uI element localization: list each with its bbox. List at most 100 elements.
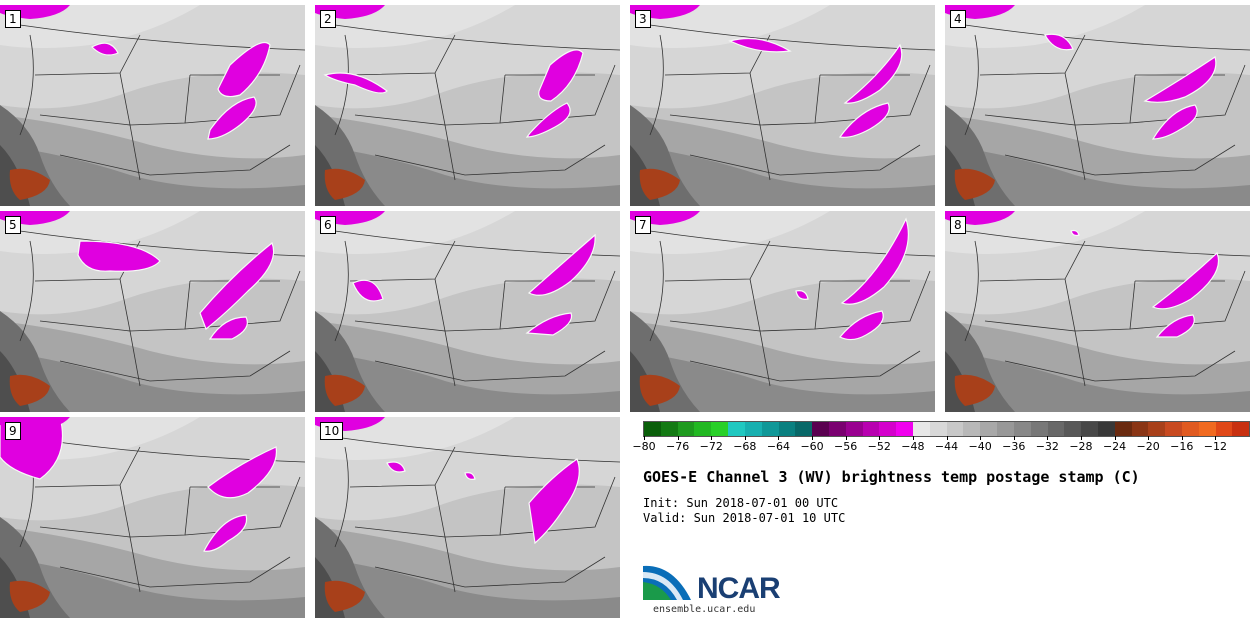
colorbar-segment: [946, 422, 964, 436]
colorbar-segment: [879, 422, 897, 436]
colorbar-tick-label: −44: [934, 440, 959, 453]
panel-label: 5: [5, 216, 21, 234]
colorbar-ticks: −80 −76 −72 −68 −64 −60 −56 −52 −48 −44 −40 −36 −32−…: [632, 436, 1248, 462]
map-panel-8: 8: [945, 211, 1250, 412]
map-graphic: [0, 417, 305, 618]
colorbar-segment: [644, 422, 661, 436]
map-panel-10: 10: [315, 417, 620, 618]
map-panel-2: 2: [315, 5, 620, 206]
colorbar-segment: [963, 422, 981, 436]
colorbar-segment: [1182, 422, 1199, 436]
map-graphic: [630, 211, 935, 412]
colorbar-tick-label: −68: [733, 440, 757, 453]
valid-time: Valid: Sun 2018-07-01 10 UTC: [643, 511, 846, 525]
map-panel-3: 3: [630, 5, 935, 206]
map-graphic: [945, 5, 1250, 206]
colorbar-segment: [980, 422, 998, 436]
panel-label: 1: [5, 10, 21, 28]
panel-label: 8: [950, 216, 966, 234]
colorbar-segment: [744, 422, 762, 436]
map-panel-9: 9: [0, 417, 305, 618]
colorbar-tick-label: −40: [968, 440, 992, 453]
colorbar-segment: [929, 422, 947, 436]
map-panel-1: 1: [0, 5, 305, 206]
colorbar-tick-label: −20: [1136, 440, 1160, 453]
colorbar-segment: [660, 422, 678, 436]
colorbar-tick: [1215, 436, 1217, 440]
panel-label: 2: [320, 10, 336, 28]
colorbar-segment: [913, 422, 930, 436]
colorbar-tick: [946, 436, 948, 440]
colorbar-tick: [744, 436, 746, 440]
panel-label: 4: [950, 10, 966, 28]
map-panel-7: 7: [630, 211, 935, 412]
colorbar-tick: [1013, 436, 1015, 440]
colorbar-segment: [997, 422, 1014, 436]
colorbar-segment: [677, 422, 695, 436]
colorbar-tick-label: −32: [1035, 440, 1059, 453]
colorbar-tick: [879, 436, 881, 440]
panel-label: 7: [635, 216, 651, 234]
colorbar-segment: [1165, 422, 1182, 436]
colorbar-segment: [1114, 422, 1132, 436]
colorbar-tick: [1080, 436, 1082, 440]
map-panel-4: 4: [945, 5, 1250, 206]
colorbar-tick-label: −72: [699, 440, 723, 453]
colorbar-segment: [812, 422, 829, 436]
logo-text: NCAR: [697, 572, 781, 605]
colorbar-tick-label: −76: [666, 440, 690, 453]
panel-label: 6: [320, 216, 336, 234]
colorbar-tick: [778, 436, 780, 440]
colorbar-segment: [845, 422, 863, 436]
colorbar-tick-label: −36: [1002, 440, 1026, 453]
colorbar-tick: [1181, 436, 1183, 440]
map-graphic: [315, 5, 620, 206]
init-time: Init: Sun 2018-07-01 00 UTC: [643, 496, 839, 510]
colorbar-tick: [980, 436, 982, 440]
panel-label: 9: [5, 422, 21, 440]
panel-label: 10: [320, 422, 344, 440]
colorbar-tick: [812, 436, 814, 440]
colorbar-tick-label: −12: [1203, 440, 1227, 453]
logo-url: ensemble.ucar.edu: [653, 604, 756, 615]
colorbar-tick: [845, 436, 847, 440]
colorbar-tick: [711, 436, 713, 440]
colorbar-tick-label: −52: [867, 440, 891, 453]
colorbar-tick-label: −56: [834, 440, 858, 453]
colorbar-segment: [1030, 422, 1048, 436]
colorbar-segment: [1198, 422, 1216, 436]
colorbar-segment: [778, 422, 796, 436]
colorbar-segment: [1232, 422, 1250, 436]
colorbar-segment: [761, 422, 779, 436]
colorbar-segment: [1215, 422, 1233, 436]
colorbar-tick-label: −16: [1170, 440, 1194, 453]
colorbar-tick: [677, 436, 679, 440]
colorbar-segment: [1148, 422, 1166, 436]
colorbar-tick-label: −80: [632, 440, 656, 453]
colorbar-tick-label: −28: [1069, 440, 1093, 453]
colorbar-tick: [912, 436, 914, 440]
map-graphic: [630, 5, 935, 206]
map-graphic: [315, 211, 620, 412]
colorbar-tick-label: −48: [901, 440, 925, 453]
colorbar-segment: [728, 422, 745, 436]
ncar-logo: [643, 565, 691, 600]
colorbar-tick: [1148, 436, 1150, 440]
map-panel-6: 6: [315, 211, 620, 412]
panel-label: 3: [635, 10, 651, 28]
colorbar-segment: [1131, 422, 1149, 436]
colorbar-tick-label: −24: [1102, 440, 1127, 453]
figure-title: GOES-E Channel 3 (WV) brightness temp po…: [643, 468, 1140, 486]
colorbar-segment: [711, 422, 729, 436]
map-panel-5: 5: [0, 211, 305, 412]
map-graphic: [945, 211, 1250, 412]
colorbar-segment: [1047, 422, 1065, 436]
colorbar-segment: [896, 422, 913, 436]
colorbar-segment: [1081, 422, 1098, 436]
colorbar-segment: [1064, 422, 1082, 436]
map-graphic: [315, 417, 620, 618]
colorbar-segment: [795, 422, 813, 436]
map-graphic: [0, 5, 305, 206]
colorbar-segment: [828, 422, 846, 436]
colorbar-tick: [1047, 436, 1049, 440]
